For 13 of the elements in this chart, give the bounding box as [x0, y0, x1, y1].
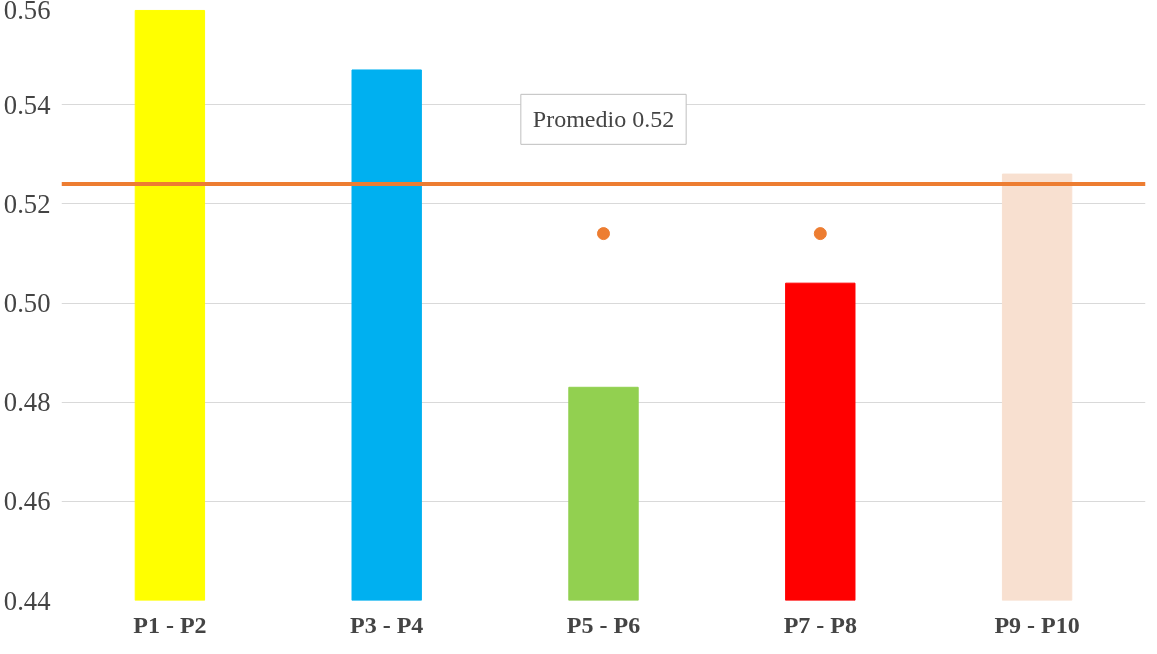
- y-tick-label: 0.52: [3, 188, 51, 219]
- y-tick-label: 0.46: [3, 486, 51, 517]
- y-tick-label: 0.50: [3, 288, 51, 318]
- x-tick-label: P3 - P4: [350, 611, 424, 638]
- y-tick-label: 0.48: [3, 387, 51, 418]
- x-tick-label: P5 - P6: [566, 611, 641, 638]
- x-tick-label: P1 - P2: [133, 611, 207, 638]
- y-tick-label: 0.44: [3, 585, 51, 616]
- x-tick-label: P9 - P10: [994, 611, 1080, 638]
- x-tick-label: P7 - P8: [783, 611, 857, 638]
- y-tick-label: 0.56: [3, 0, 51, 25]
- y-tick-label: 0.54: [3, 89, 51, 120]
- ref-line-label: Promedio 0.52: [532, 106, 675, 133]
